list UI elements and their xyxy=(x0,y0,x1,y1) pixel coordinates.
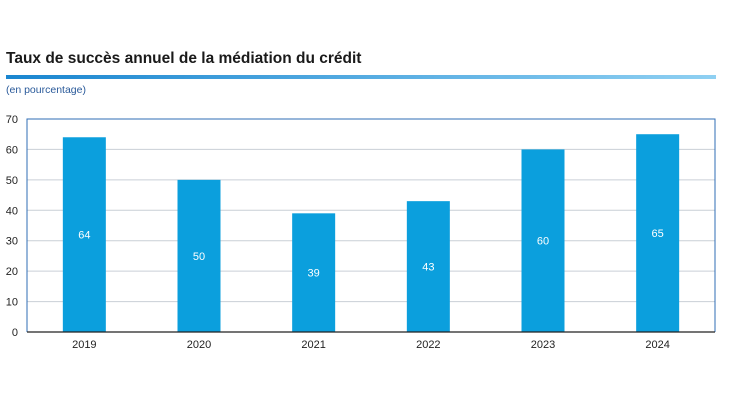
x-tick-label: 2022 xyxy=(416,339,440,351)
chart-subtitle: (en pourcentage) xyxy=(6,84,86,96)
bar xyxy=(62,137,106,332)
x-tick-label: 2024 xyxy=(645,339,669,351)
y-tick-label: 10 xyxy=(6,297,18,309)
chart-title: Taux de succès annuel de la médiation du… xyxy=(6,50,362,67)
bar xyxy=(292,213,336,332)
y-tick-label: 50 xyxy=(6,175,18,187)
y-tick-label: 40 xyxy=(6,205,18,217)
bar xyxy=(406,201,450,332)
bar xyxy=(177,179,221,332)
y-tick-label: 70 xyxy=(6,114,18,126)
bar xyxy=(521,149,565,332)
bar xyxy=(636,134,680,332)
data-label: 60 xyxy=(537,236,549,248)
y-tick-label: 0 xyxy=(12,327,18,339)
x-tick-label: 2023 xyxy=(531,339,555,351)
data-label: 64 xyxy=(78,230,90,242)
data-label: 43 xyxy=(422,262,434,274)
y-tick-label: 60 xyxy=(6,144,18,156)
x-tick-label: 2019 xyxy=(72,339,96,351)
data-label: 65 xyxy=(652,228,664,240)
plot-frame xyxy=(26,118,716,332)
x-tick-label: 2021 xyxy=(301,339,325,351)
y-tick-label: 30 xyxy=(6,236,18,248)
y-tick-label: 20 xyxy=(6,266,18,278)
x-tick-label: 2020 xyxy=(187,339,211,351)
data-label: 50 xyxy=(193,251,205,263)
title-rule xyxy=(6,75,716,79)
data-label: 39 xyxy=(308,268,320,280)
